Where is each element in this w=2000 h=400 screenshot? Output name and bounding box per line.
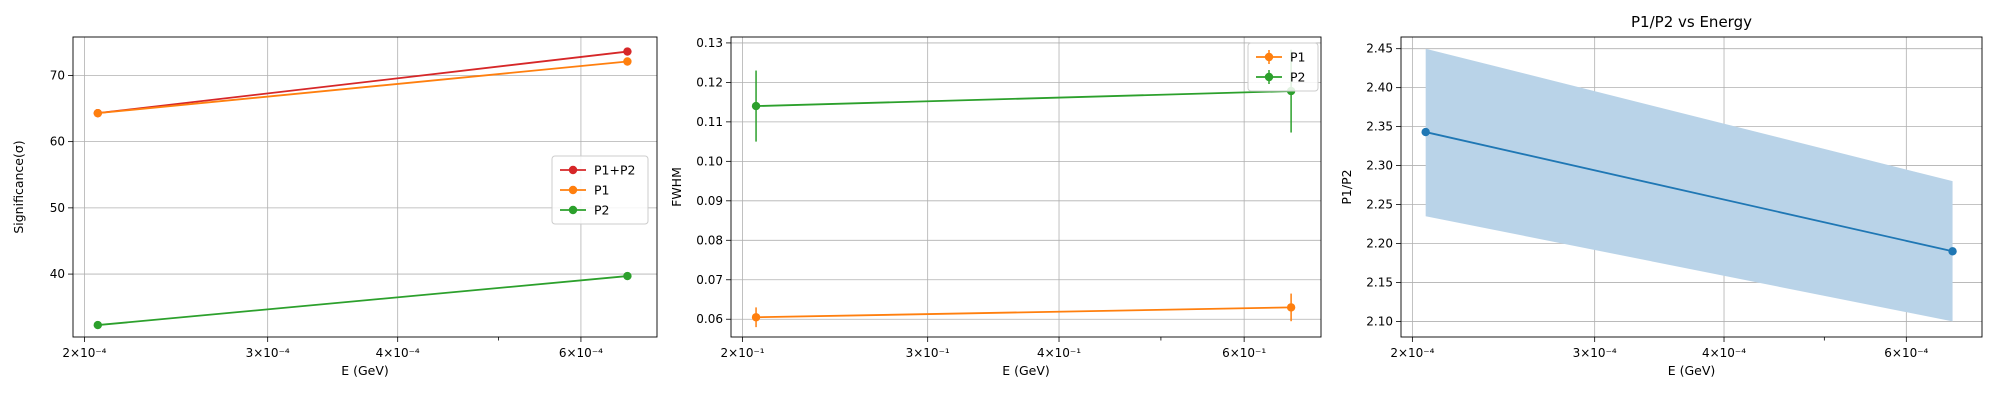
legend-entry: P1 bbox=[560, 183, 610, 198]
chart-title: P1/P2 vs Energy bbox=[1631, 13, 1752, 31]
y-tick-label: 2.30 bbox=[1366, 159, 1393, 173]
data-point bbox=[93, 108, 102, 118]
series-line bbox=[1425, 131, 1953, 253]
legend-frame bbox=[551, 155, 649, 225]
legend-marker bbox=[1264, 72, 1274, 82]
x-tick-label: 6×10⁻⁴ bbox=[559, 346, 603, 360]
x-tick-label: 3×10⁻⁴ bbox=[246, 346, 290, 360]
x-tick-label: 4×10⁻⁴ bbox=[1702, 346, 1746, 360]
x-tick-label: 2×10⁻⁴ bbox=[1390, 346, 1434, 360]
x-axis-label: E (GeV) bbox=[341, 363, 389, 378]
x-tick-label: 3×10⁻¹ bbox=[906, 346, 950, 360]
y-tick-label: 0.12 bbox=[696, 75, 723, 89]
y-tick-label: 0.11 bbox=[696, 115, 723, 129]
series-line bbox=[97, 50, 628, 115]
series-line bbox=[97, 60, 628, 115]
series-line bbox=[756, 90, 1292, 107]
y-tick-label: 2.10 bbox=[1366, 314, 1393, 328]
series-line bbox=[97, 275, 628, 326]
y-tick-label: 0.13 bbox=[696, 36, 723, 50]
legend-label: P1 bbox=[1290, 50, 1306, 65]
series-ratio bbox=[1421, 48, 1957, 322]
legend-frame bbox=[1247, 42, 1319, 92]
data-point bbox=[1421, 127, 1430, 137]
y-tick-label: 40 bbox=[50, 267, 65, 281]
confidence-band bbox=[1425, 48, 1953, 322]
x-axis-label: E (GeV) bbox=[1002, 363, 1050, 378]
y-axis-label: FWHM bbox=[669, 167, 684, 207]
y-tick-label: 2.35 bbox=[1366, 120, 1393, 134]
y-tick-label: 70 bbox=[50, 68, 65, 82]
y-tick-label: 2.25 bbox=[1366, 198, 1393, 212]
legend-marker bbox=[568, 165, 578, 175]
data-point bbox=[751, 101, 761, 111]
legend-marker bbox=[568, 185, 578, 195]
x-tick-label: 3×10⁻⁴ bbox=[1573, 346, 1617, 360]
y-tick-label: 2.45 bbox=[1366, 42, 1393, 56]
legend-entry: P1 bbox=[1256, 50, 1306, 65]
data-point bbox=[1948, 247, 1957, 256]
x-tick-label: 4×10⁻⁴ bbox=[376, 346, 420, 360]
legend-label: P1+P2 bbox=[594, 163, 635, 178]
x-axis-label: E (GeV) bbox=[1668, 363, 1716, 378]
series-p1 bbox=[93, 57, 632, 118]
chart-panel-1: 2×10⁻⁴ 3×10⁻⁴ 4×10⁻⁴ 6×10⁻⁴ 40 50 60 70 E (GeV) S… bbox=[11, 36, 658, 378]
series-line bbox=[756, 306, 1292, 319]
legend-label: P1 bbox=[594, 183, 610, 198]
y-axis-label: Significance(σ) bbox=[11, 140, 26, 233]
legend-entry: P1+P2 bbox=[560, 163, 635, 178]
legend-entry: P2 bbox=[560, 203, 610, 218]
series-p1 bbox=[751, 293, 1296, 328]
legend-marker bbox=[1264, 52, 1274, 62]
y-tick-label: 0.07 bbox=[696, 273, 723, 287]
y-tick-label: 2.40 bbox=[1366, 81, 1393, 95]
y-tick-label: 0.09 bbox=[696, 194, 723, 208]
y-tick-label: 2.15 bbox=[1366, 275, 1393, 289]
x-tick-label: 2×10⁻⁴ bbox=[62, 346, 106, 360]
y-tick-label: 0.06 bbox=[696, 312, 723, 326]
data-point bbox=[623, 47, 632, 56]
legend-entry: P2 bbox=[1256, 70, 1306, 85]
data-point bbox=[623, 57, 632, 66]
y-tick-label: 0.10 bbox=[696, 154, 723, 168]
x-tick-label: 6×10⁻¹ bbox=[1222, 346, 1266, 360]
y-tick-label: 60 bbox=[50, 135, 65, 149]
axes-frame bbox=[72, 36, 658, 338]
legend-label: P2 bbox=[594, 203, 610, 218]
data-point bbox=[1286, 303, 1296, 312]
x-tick-label: 6×10⁻⁴ bbox=[1884, 346, 1928, 360]
chart-panel-2: 2×10⁻¹ 3×10⁻¹ 4×10⁻¹ 6×10⁻¹ 0.06 0.07 0.08 0.09… bbox=[669, 36, 1322, 378]
chart-panel-3: 2×10⁻⁴ 3×10⁻⁴ 4×10⁻⁴ 6×10⁻⁴ 2.10 2.15 2.20 2.25… bbox=[1339, 13, 1983, 378]
y-tick-label: 2.20 bbox=[1366, 236, 1393, 250]
legend-label: P2 bbox=[1290, 70, 1306, 85]
y-axis-label: P1/P2 bbox=[1339, 169, 1354, 204]
data-point bbox=[751, 313, 761, 322]
x-tick-label: 4×10⁻¹ bbox=[1037, 346, 1081, 360]
x-tick-label: 2×10⁻¹ bbox=[721, 346, 765, 360]
legend-marker bbox=[568, 205, 578, 215]
y-tick-label: 50 bbox=[50, 201, 65, 215]
data-point bbox=[623, 271, 632, 281]
axes-frame bbox=[1400, 36, 1983, 338]
data-point bbox=[93, 320, 102, 330]
series-p2 bbox=[93, 271, 632, 330]
legend: P1+P2 P1 P2 bbox=[551, 155, 649, 225]
axes-frame bbox=[730, 36, 1322, 338]
y-tick-label: 0.08 bbox=[696, 233, 723, 247]
